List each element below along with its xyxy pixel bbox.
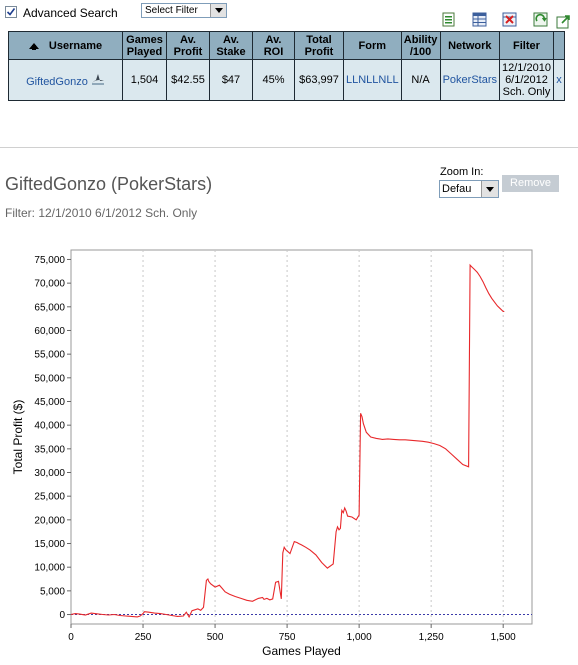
- table-header-row: Username Games Played Av. Profit Av. Sta…: [8, 31, 565, 60]
- y-tick-label: 45,000: [34, 397, 65, 408]
- zoom-select[interactable]: Defau: [439, 180, 499, 198]
- column-header-remove: [552, 31, 565, 60]
- form-link[interactable]: LLNLLNLL: [346, 74, 399, 86]
- x-tick-label: 500: [207, 632, 224, 643]
- y-tick-label: 30,000: [34, 468, 65, 479]
- x-tick-label: 1,000: [347, 632, 372, 643]
- filter-select-value: Select Filter: [145, 5, 198, 16]
- y-tick-label: 0: [59, 610, 65, 621]
- y-tick-label: 10,000: [34, 563, 65, 574]
- column-header-av-roi[interactable]: Av. ROI: [252, 31, 295, 60]
- x-tick-label: 0: [68, 632, 74, 643]
- zoom-select-value: Defau: [442, 183, 472, 195]
- y-tick-label: 25,000: [34, 492, 65, 503]
- shark-icon: [91, 74, 104, 85]
- chevron-down-icon[interactable]: [481, 181, 498, 197]
- column-header-games-played[interactable]: Games Played: [122, 31, 167, 60]
- player-link[interactable]: GiftedGonzo: [26, 76, 88, 88]
- filter-select[interactable]: Select Filter: [141, 3, 227, 18]
- cell-remove: x: [552, 59, 565, 101]
- checkmark-icon: [6, 8, 16, 16]
- delete-table-icon[interactable]: [502, 12, 517, 27]
- cell-ability: N/A: [400, 59, 441, 101]
- y-tick-label: 20,000: [34, 515, 65, 526]
- column-header-ability[interactable]: Ability /100: [400, 31, 441, 60]
- cell-username: GiftedGonzo: [8, 59, 123, 101]
- y-tick-label: 65,000: [34, 302, 65, 313]
- column-header-filter[interactable]: Filter: [499, 31, 554, 60]
- column-header-av-profit[interactable]: Av. Profit: [166, 31, 210, 60]
- cell-network: PokerStars: [439, 59, 501, 101]
- y-tick-label: 35,000: [34, 444, 65, 455]
- cell-av-roi: 45%: [252, 59, 295, 101]
- table-row: GiftedGonzo 1,504 $42.55 $47 45% $63,997…: [8, 59, 565, 101]
- x-tick-label: 1,250: [419, 632, 444, 643]
- cell-filter: 12/1/2010 6/1/2012 Sch. Only: [499, 59, 554, 101]
- x-axis-label: Games Played: [262, 644, 341, 658]
- profit-series-line: [70, 263, 505, 619]
- network-link[interactable]: PokerStars: [442, 74, 498, 86]
- column-header-total-profit[interactable]: Total Profit: [294, 31, 344, 60]
- profit-chart: 0 250 500 750 1,000 1,250 1,500 0 5,000 10,000 15,…: [11, 249, 533, 658]
- y-tick-label: 55,000: [34, 350, 65, 361]
- x-tick-label: 750: [279, 632, 296, 643]
- x-tick-label: 250: [135, 632, 152, 643]
- graph-filter-text: Filter: 12/1/2010 6/1/2012 Sch. Only: [5, 206, 198, 220]
- y-tick-label: 50,000: [34, 373, 65, 384]
- column-header-form[interactable]: Form: [343, 31, 402, 60]
- remove-row-link[interactable]: x: [556, 74, 562, 86]
- export-excel-icon[interactable]: [441, 12, 456, 27]
- cell-total-profit: $63,997: [294, 59, 344, 101]
- y-tick-label: 75,000: [34, 255, 65, 266]
- y-tick-label: 15,000: [34, 539, 65, 550]
- y-tick-label: 70,000: [34, 279, 65, 290]
- y-tick-label: 60,000: [34, 326, 65, 337]
- column-header-username[interactable]: Username: [8, 31, 123, 60]
- column-header-av-stake[interactable]: Av. Stake: [209, 31, 253, 60]
- sort-ascending-icon[interactable]: [28, 40, 49, 52]
- cell-av-stake: $47: [209, 59, 253, 101]
- y-tick-label: 5,000: [40, 586, 65, 597]
- column-header-network[interactable]: Network: [439, 31, 501, 60]
- x-tick-label: 1,500: [491, 632, 516, 643]
- section-divider: [0, 147, 578, 148]
- expand-window-icon[interactable]: [556, 14, 571, 29]
- cell-games-played: 1,504: [122, 59, 167, 101]
- remove-button[interactable]: Remove: [502, 175, 559, 192]
- table-view-icon[interactable]: [472, 12, 487, 27]
- chevron-down-icon[interactable]: [210, 4, 226, 17]
- cell-av-profit: $42.55: [166, 59, 210, 101]
- advanced-search-checkbox[interactable]: [5, 6, 17, 18]
- refresh-icon[interactable]: [533, 12, 548, 27]
- graph-title: GiftedGonzo (PokerStars): [5, 174, 213, 194]
- y-tick-label: 40,000: [34, 421, 65, 432]
- y-axis-label: Total Profit ($): [11, 400, 25, 475]
- cell-form: LLNLLNLL: [343, 59, 402, 101]
- plot-area: [70, 249, 533, 625]
- advanced-search-label: Advanced Search: [23, 6, 118, 20]
- zoom-label: Zoom In:: [440, 166, 484, 178]
- stats-table: Username Games Played Av. Profit Av. Sta…: [8, 31, 565, 101]
